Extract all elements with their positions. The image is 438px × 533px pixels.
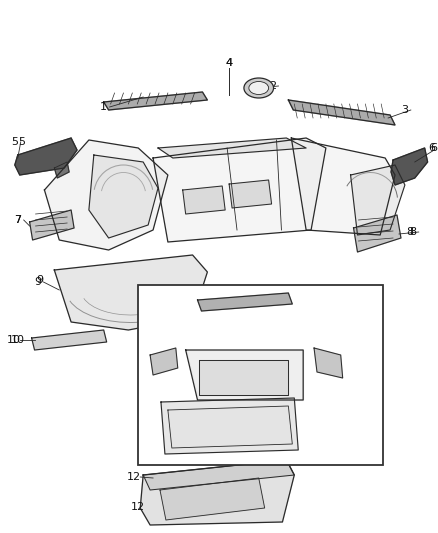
Text: 4: 4 [226, 58, 233, 68]
Polygon shape [314, 348, 343, 378]
Text: 12: 12 [131, 502, 145, 512]
Text: 7: 7 [14, 215, 21, 225]
Text: +: + [307, 303, 315, 313]
Ellipse shape [249, 82, 268, 94]
Text: 9: 9 [36, 275, 43, 285]
Polygon shape [54, 255, 207, 330]
Polygon shape [183, 186, 225, 214]
Polygon shape [160, 478, 265, 520]
Polygon shape [186, 350, 303, 400]
Text: 6: 6 [428, 143, 435, 153]
Text: 6: 6 [431, 143, 438, 153]
Polygon shape [229, 180, 272, 208]
Text: 10: 10 [11, 335, 25, 345]
FancyBboxPatch shape [138, 285, 383, 465]
Polygon shape [32, 330, 107, 350]
Polygon shape [30, 210, 74, 240]
Polygon shape [158, 138, 306, 158]
Text: 1: 1 [100, 102, 107, 112]
Polygon shape [198, 293, 292, 311]
Polygon shape [291, 138, 395, 235]
Text: 7: 7 [14, 215, 21, 225]
Text: 11: 11 [144, 295, 158, 305]
Text: 8: 8 [406, 227, 413, 237]
Ellipse shape [244, 78, 274, 98]
Text: 3: 3 [401, 105, 408, 115]
Polygon shape [143, 460, 294, 490]
Text: 10: 10 [7, 335, 21, 345]
Polygon shape [54, 162, 69, 178]
Polygon shape [391, 148, 427, 185]
Text: 12: 12 [127, 472, 141, 482]
Text: 9: 9 [34, 277, 41, 287]
Polygon shape [104, 92, 207, 110]
Text: 11: 11 [156, 295, 170, 305]
Text: 2: 2 [269, 81, 276, 91]
Polygon shape [15, 138, 77, 175]
Text: 5: 5 [11, 137, 18, 147]
Text: 4: 4 [226, 58, 233, 68]
Polygon shape [140, 460, 294, 525]
Polygon shape [288, 100, 395, 125]
Polygon shape [168, 406, 292, 448]
Polygon shape [161, 398, 298, 454]
Polygon shape [44, 140, 168, 250]
Text: 8: 8 [409, 227, 417, 237]
Polygon shape [353, 215, 401, 252]
Polygon shape [153, 138, 326, 242]
Text: 5: 5 [18, 137, 25, 147]
Polygon shape [150, 348, 178, 375]
Polygon shape [199, 360, 288, 395]
Polygon shape [350, 165, 405, 235]
Polygon shape [89, 155, 158, 238]
